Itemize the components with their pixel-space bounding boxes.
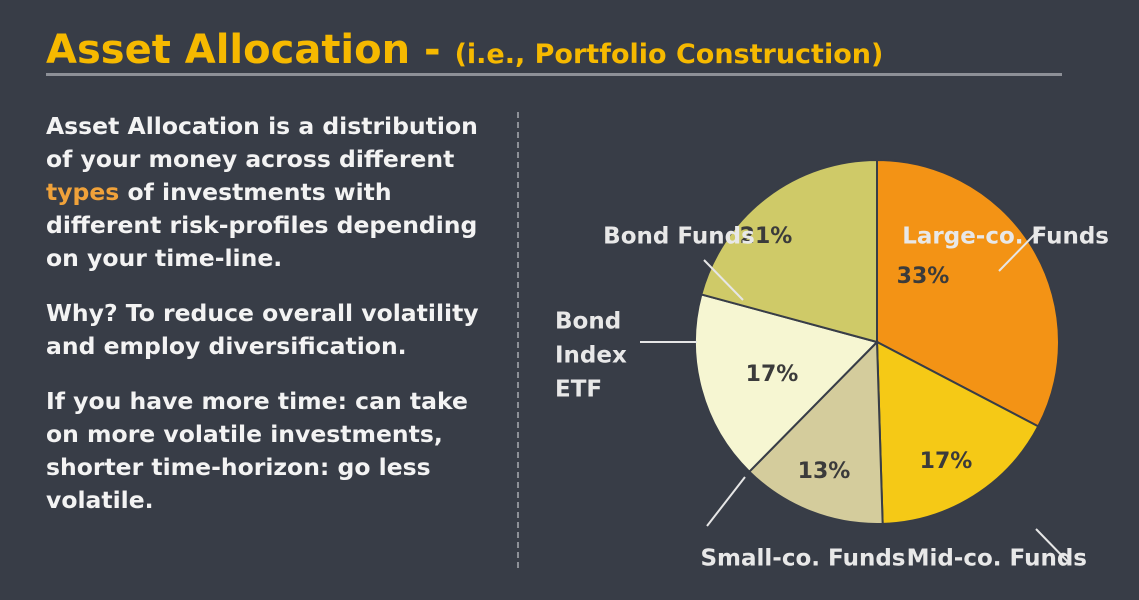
types-highlight: types: [46, 178, 120, 206]
title-main: Asset Allocation -: [46, 27, 455, 73]
definition-paragraph: Asset Allocation is a distribution of yo…: [46, 110, 506, 275]
title-underline: [46, 73, 1062, 76]
slice-category-label: Bond: [555, 309, 621, 335]
percent-labels: 33% 17% 13% 17% 21%: [740, 224, 973, 484]
leader-line-1: [998, 229, 1040, 272]
pie-slices: [694, 158, 1060, 525]
why-paragraph: Why? To reduce overall volatility and em…: [46, 299, 479, 360]
slice-category-label: Mid-co. Funds: [907, 546, 1087, 572]
slice-percent-label: 13%: [798, 459, 851, 484]
slice-percent-label: 33%: [897, 264, 950, 289]
page-title: Asset Allocation - (i.e., Portfolio Cons…: [46, 20, 883, 85]
pie-chart: 33% 17% 13% 17% 21% Large-co. Funds Mid-co. F…: [555, 158, 1109, 572]
slice-category-label: Index: [555, 343, 627, 369]
dashed-divider: [517, 112, 519, 568]
pie-slice-4: [694, 293, 879, 474]
pie-slice-5: [700, 158, 878, 344]
title-subtitle: (i.e., Portfolio Construction): [454, 39, 884, 70]
leader-line-3: [706, 476, 746, 527]
slice-category-label: Small-co. Funds: [700, 546, 905, 572]
definition-text-start: Asset Allocation is a distribution of yo…: [46, 112, 478, 173]
slice-percent-label: 21%: [740, 224, 793, 249]
slice-percent-label: 17%: [746, 362, 799, 387]
slice-category-label: ETF: [555, 377, 602, 403]
pie-slice-1: [876, 158, 1060, 428]
time-paragraph: If you have more time: can take on more …: [46, 387, 468, 514]
slice-percent-label: 17%: [920, 449, 973, 474]
description-column: Asset Allocation is a distribution of yo…: [46, 110, 506, 539]
pie-slice-3: [747, 339, 884, 525]
pie-slice-2: [875, 340, 1040, 525]
leader-line-2: [1035, 528, 1070, 564]
slice-category-label: Large-co. Funds: [902, 224, 1109, 250]
leader-line-5: [703, 259, 744, 301]
slice-category-label: Bond Funds: [603, 224, 755, 250]
label-leaders: [640, 229, 1070, 564]
definition-text-end: of investments with different risk-profi…: [46, 178, 478, 272]
